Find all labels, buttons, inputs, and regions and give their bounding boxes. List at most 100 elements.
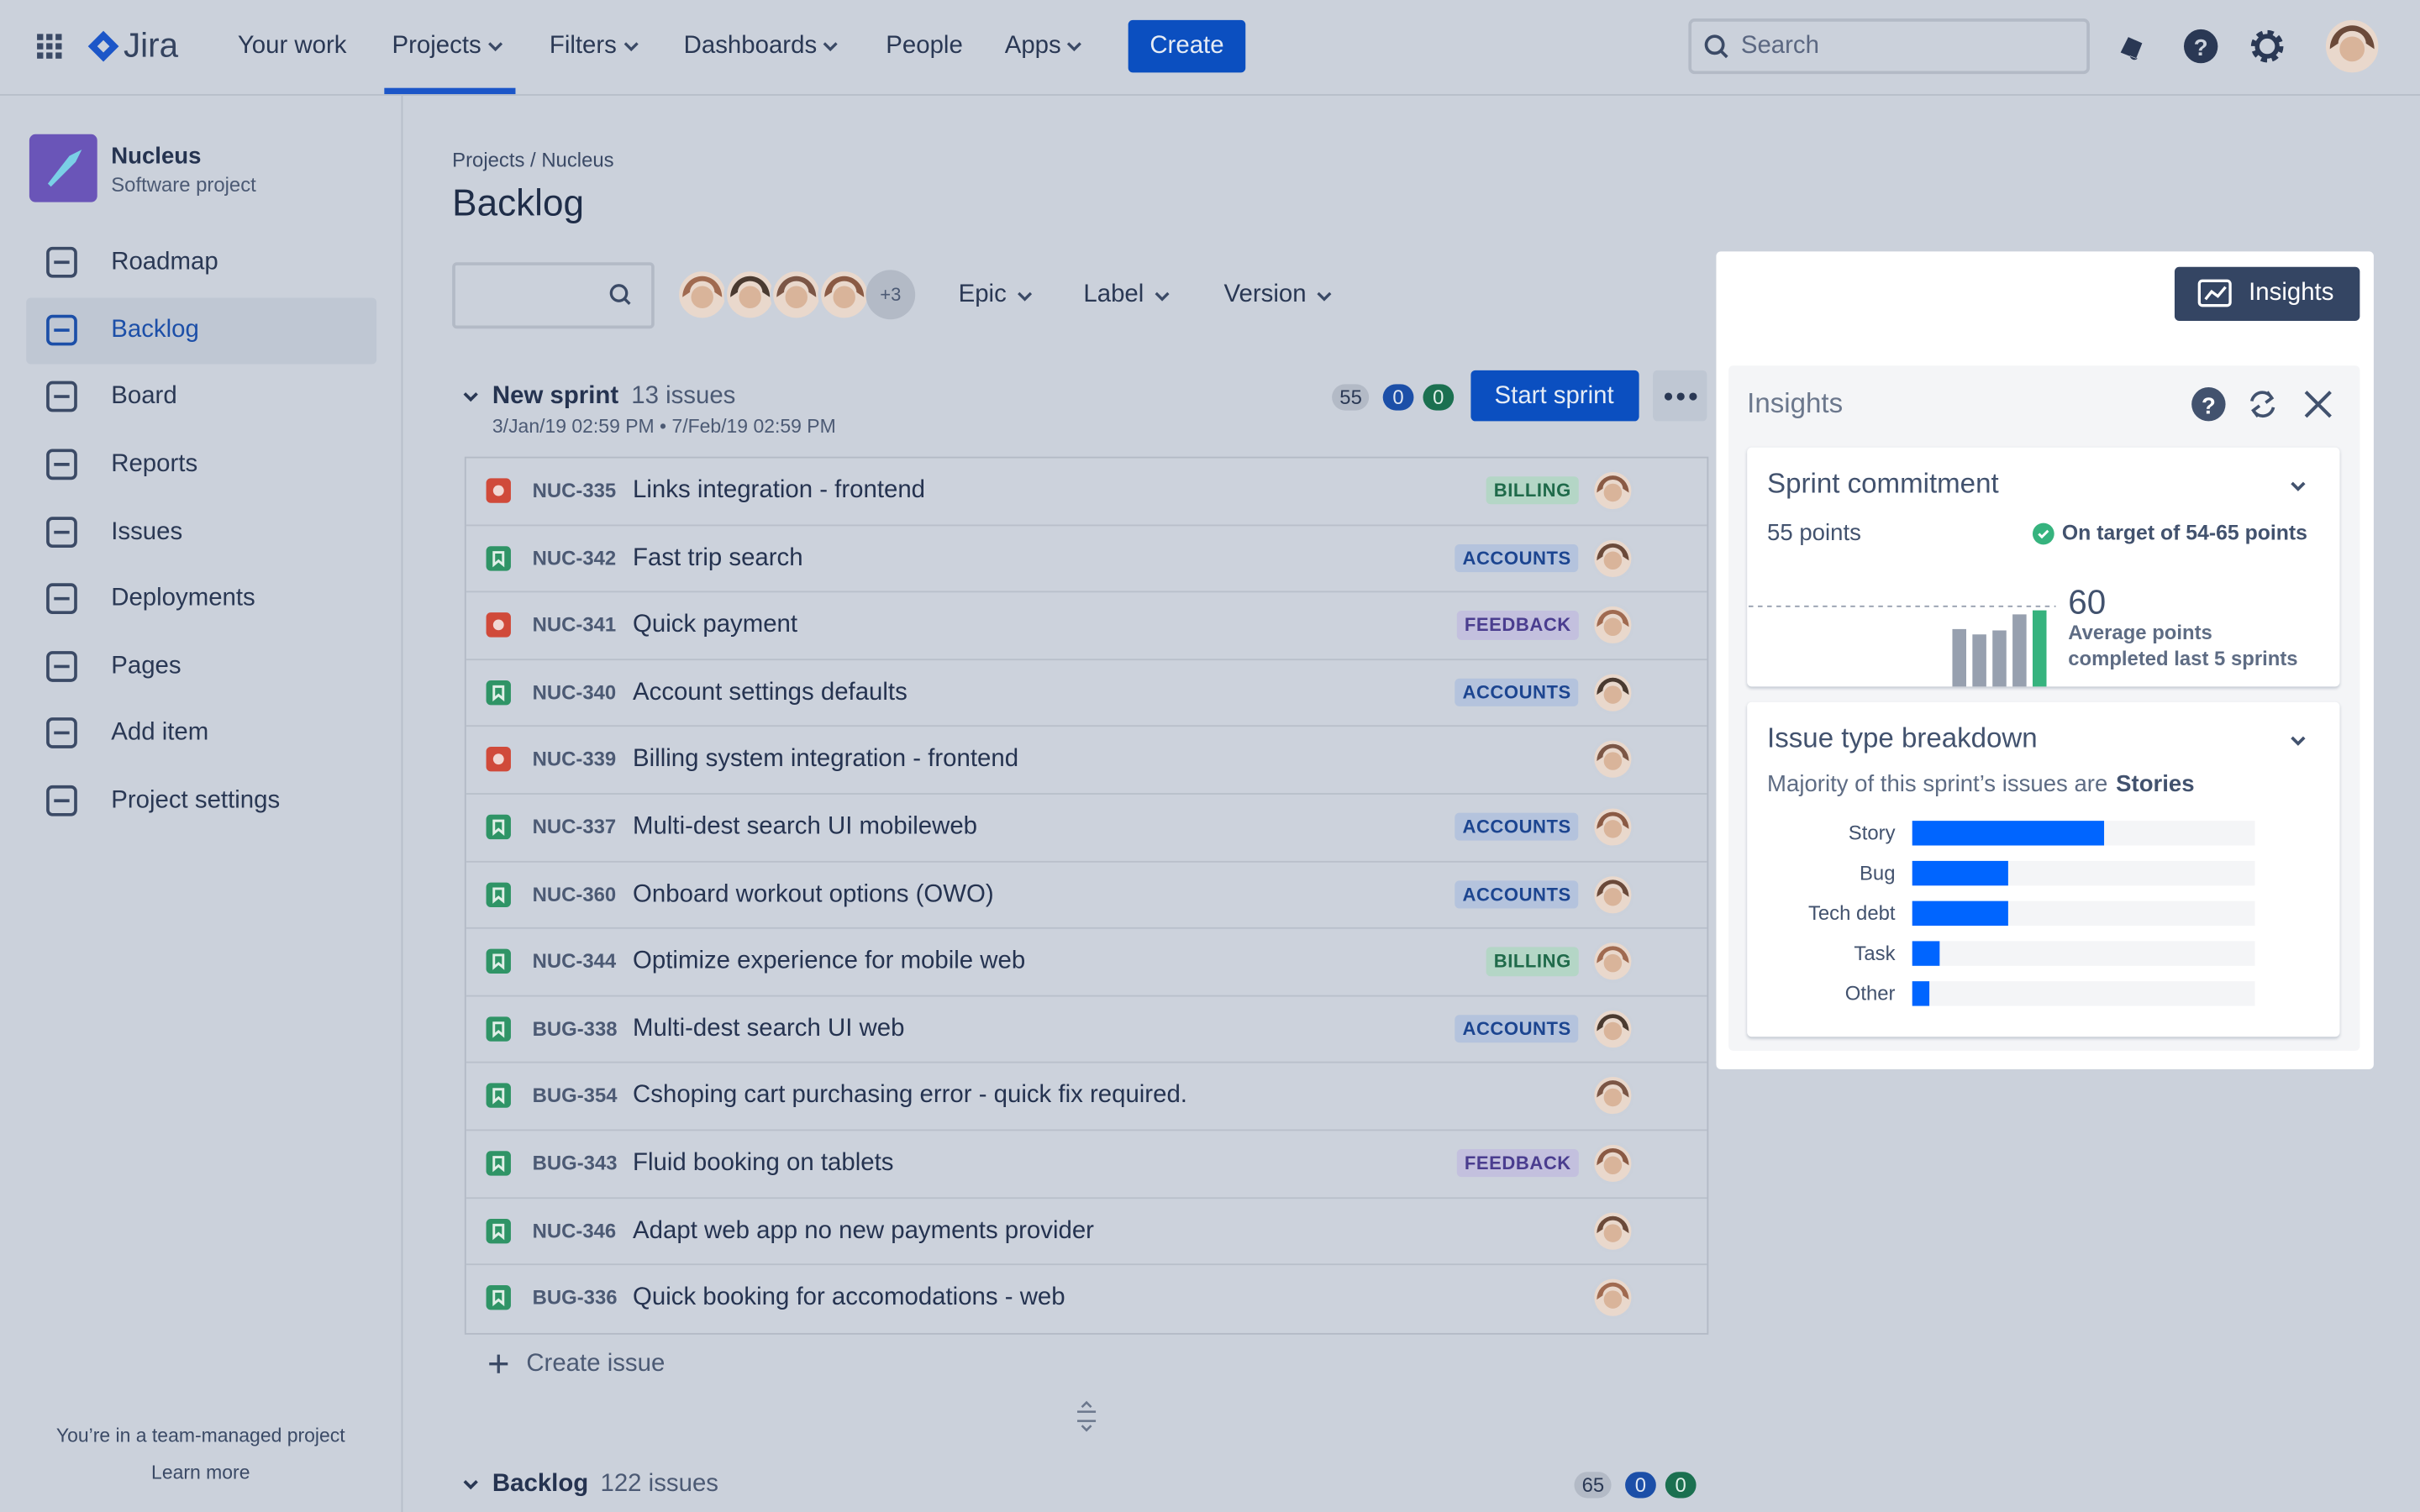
search-box[interactable] bbox=[1688, 18, 2090, 75]
avatar-face bbox=[1603, 753, 1623, 771]
story-icon bbox=[492, 819, 505, 836]
nav-selected bbox=[26, 297, 377, 365]
sidebar-icon bbox=[46, 717, 77, 748]
sidebar-item[interactable]: Backlog bbox=[111, 317, 199, 344]
issue-summary[interactable]: Fast trip search bbox=[633, 544, 803, 571]
sidebar-item[interactable]: Reports bbox=[111, 451, 198, 478]
point-pill: 0 bbox=[1625, 1472, 1656, 1499]
breakdown-bar bbox=[1912, 900, 2008, 927]
avatar-face bbox=[785, 286, 808, 308]
create-button[interactable] bbox=[1128, 19, 1246, 73]
issue-label: ACCOUNTS bbox=[1455, 678, 1579, 707]
icon bbox=[486, 1084, 511, 1109]
issue-summary[interactable]: Multi-dest search UI web bbox=[633, 1015, 905, 1042]
issue-summary[interactable]: Billing system integration - frontend bbox=[633, 746, 1019, 773]
nav-item[interactable]: Filters bbox=[549, 33, 617, 60]
average-label: Average points bbox=[2068, 620, 2212, 644]
point-pill: 0 bbox=[1423, 384, 1455, 411]
filter[interactable]: Label bbox=[1083, 281, 1144, 308]
icon bbox=[1591, 872, 1635, 916]
issue-key[interactable]: NUC-340 bbox=[532, 680, 617, 704]
issue-label: ACCOUNTS bbox=[1455, 1014, 1579, 1043]
issue-summary[interactable]: Onboard workout options (OWO) bbox=[633, 880, 994, 908]
icon bbox=[2323, 17, 2382, 76]
nav-item[interactable]: People bbox=[886, 33, 963, 60]
search-icon bbox=[1719, 50, 1728, 59]
page-title: Backlog bbox=[452, 182, 585, 225]
issue-summary[interactable]: Adapt web app no new payments provider bbox=[633, 1217, 1094, 1244]
filter[interactable]: Epic bbox=[958, 281, 1007, 308]
issue-key[interactable]: BUG-336 bbox=[532, 1285, 618, 1310]
insights-button[interactable] bbox=[2174, 266, 2360, 322]
nav-item[interactable]: Dashboards bbox=[683, 33, 818, 60]
issue-key[interactable]: NUC-344 bbox=[532, 949, 617, 973]
issue-key[interactable]: NUC-342 bbox=[532, 545, 617, 570]
breakdown-summary: Majority of this sprint’s issues are bbox=[1767, 771, 2108, 798]
issue-summary[interactable]: Quick booking for accomodations - web bbox=[633, 1284, 1065, 1311]
more-avatars-label[interactable]: +3 bbox=[880, 283, 902, 306]
row-divider bbox=[466, 591, 1707, 593]
avatar-face bbox=[1603, 1223, 1623, 1242]
search-icon bbox=[1704, 34, 1725, 55]
backlog-search[interactable] bbox=[452, 262, 655, 329]
issue-key[interactable]: NUC-335 bbox=[532, 478, 617, 502]
icon bbox=[486, 948, 511, 974]
issue-key[interactable]: NUC-341 bbox=[532, 612, 617, 637]
breakdown-track bbox=[1912, 981, 2255, 1006]
icon bbox=[486, 747, 511, 773]
issue-key[interactable]: NUC-346 bbox=[532, 1218, 617, 1242]
issue-summary[interactable]: Links integration - frontend bbox=[633, 477, 926, 504]
sidebar-item[interactable]: Roadmap bbox=[111, 249, 218, 276]
breadcrumb[interactable]: Projects / Nucleus bbox=[452, 148, 614, 172]
issue-summary[interactable]: Fluid booking on tablets bbox=[633, 1150, 894, 1177]
issue-summary[interactable]: Quick payment bbox=[633, 612, 798, 638]
create-issue[interactable]: Create issue bbox=[526, 1350, 666, 1378]
sidebar-item[interactable]: Project settings bbox=[111, 787, 281, 814]
insights-button-label[interactable]: Insights bbox=[2249, 280, 2334, 307]
avatar-hair bbox=[2329, 25, 2375, 50]
issue-summary[interactable]: Multi-dest search UI mobileweb bbox=[633, 813, 978, 840]
breakdown-category: Other bbox=[1844, 981, 1896, 1005]
icon bbox=[1591, 670, 1635, 715]
more-dot bbox=[1689, 392, 1697, 401]
sidebar-item[interactable]: Pages bbox=[111, 653, 182, 680]
avatar-hair bbox=[1597, 744, 1629, 762]
issue-key[interactable]: NUC-360 bbox=[532, 882, 617, 906]
issue-key[interactable]: NUC-337 bbox=[532, 815, 617, 838]
issue-label: ACCOUNTS bbox=[1455, 879, 1579, 909]
nav-item[interactable]: Projects bbox=[392, 33, 481, 60]
issue-summary[interactable]: Cshoping cart purchasing error - quick f… bbox=[633, 1083, 1187, 1110]
issue-key[interactable]: NUC-339 bbox=[532, 748, 617, 771]
issue-key[interactable]: BUG-338 bbox=[532, 1016, 618, 1040]
apps-dot bbox=[55, 43, 62, 50]
issue-label: ACCOUNTS bbox=[1455, 812, 1579, 842]
start-sprint-button[interactable] bbox=[1470, 370, 1639, 422]
issue-summary[interactable]: Account settings defaults bbox=[633, 679, 908, 706]
filter[interactable]: Version bbox=[1223, 281, 1307, 308]
start-sprint-label[interactable]: Start sprint bbox=[1494, 383, 1614, 410]
sidebar-item[interactable]: Add item bbox=[111, 719, 209, 746]
nav-active-underline bbox=[384, 87, 516, 95]
create-label[interactable]: Create bbox=[1150, 33, 1224, 60]
issue-key[interactable]: BUG-354 bbox=[532, 1084, 618, 1108]
learn-more[interactable]: Learn more bbox=[151, 1462, 250, 1484]
icon bbox=[46, 651, 77, 682]
story-icon bbox=[486, 1151, 511, 1176]
nav-item[interactable]: Your work bbox=[237, 33, 347, 60]
sidebar-item[interactable]: Issues bbox=[111, 518, 183, 546]
breakdown-track bbox=[1912, 941, 2255, 966]
nav-item[interactable]: Apps bbox=[1004, 33, 1061, 60]
sidebar-item[interactable]: Deployments bbox=[111, 585, 255, 612]
story-icon bbox=[492, 1088, 505, 1105]
icon bbox=[486, 881, 511, 907]
story-icon bbox=[492, 1223, 505, 1240]
issue-key[interactable]: BUG-343 bbox=[532, 1151, 618, 1175]
icon bbox=[463, 392, 478, 402]
story-icon bbox=[486, 1218, 511, 1243]
sidebar-item[interactable]: Board bbox=[111, 383, 177, 410]
project-avatar-rocket bbox=[47, 150, 82, 187]
issue-summary[interactable]: Optimize experience for mobile web bbox=[633, 948, 1026, 975]
breakdown-category: Task bbox=[1854, 941, 1896, 965]
icon bbox=[2249, 391, 2275, 418]
insights-title: Insights bbox=[1747, 387, 1844, 419]
